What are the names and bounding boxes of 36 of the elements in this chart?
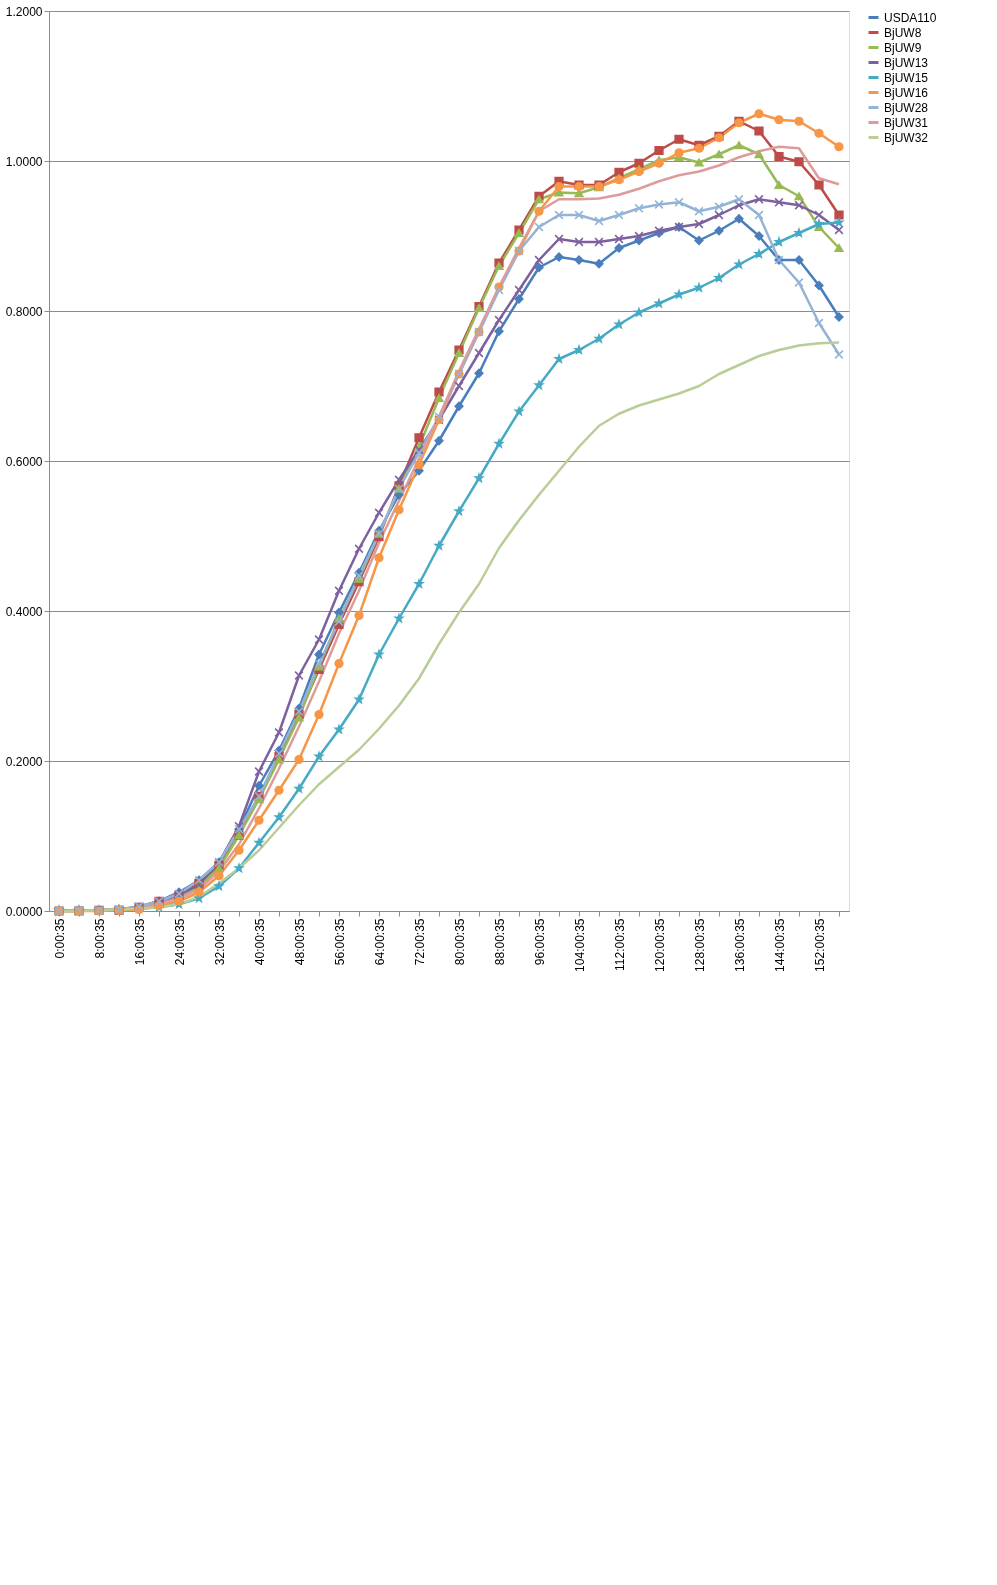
legend-label: BjUW31 [884,115,929,130]
x-tick-label: 16:00:35 [132,918,147,966]
y-tick-label: 0.0000 [5,904,43,919]
x-tick-label: 80:00:35 [452,918,467,966]
x-tick-label: 56:00:35 [332,918,347,966]
y-tick-label: 0.2000 [5,754,43,769]
x-tick-label: 112:00:35 [612,918,627,971]
y-tick-label: 0.6000 [5,454,43,469]
x-tick-label: 40:00:35 [252,918,267,966]
legend-label: USDA110 [884,10,937,25]
x-tick-label: 0:00:35 [52,918,67,959]
y-tick-label: 1.0000 [5,154,43,169]
x-tick-label: 152:00:35 [812,918,827,972]
x-tick-label: 48:00:35 [292,918,307,966]
x-tick-label: 120:00:35 [652,918,667,972]
x-tick-label: 88:00:35 [492,918,507,966]
legend-label: BjUW16 [884,85,929,100]
x-tick-label: 72:00:35 [412,918,427,966]
x-tick-label: 32:00:35 [212,918,227,966]
legend-label: BjUW28 [884,100,929,115]
legend-label: BjUW9 [884,40,922,55]
legend-label: BjUW32 [884,130,929,145]
legend-label: BjUW8 [884,25,922,40]
y-tick-label: 0.8000 [5,304,43,319]
x-tick-label: 24:00:35 [172,918,187,966]
x-tick-label: 128:00:35 [692,918,707,972]
legend-label: BjUW13 [884,55,929,70]
y-tick-label: 1.2000 [5,4,43,19]
x-tick-label: 104:00:35 [572,918,587,972]
y-tick-label: 0.4000 [5,604,43,619]
x-tick-label: 136:00:35 [732,918,747,972]
x-tick-label: 8:00:35 [92,918,107,959]
x-tick-label: 64:00:35 [372,918,387,966]
x-tick-label: 96:00:35 [532,918,547,966]
legend-label: BjUW15 [884,70,929,85]
x-tick-label: 144:00:35 [772,918,787,972]
